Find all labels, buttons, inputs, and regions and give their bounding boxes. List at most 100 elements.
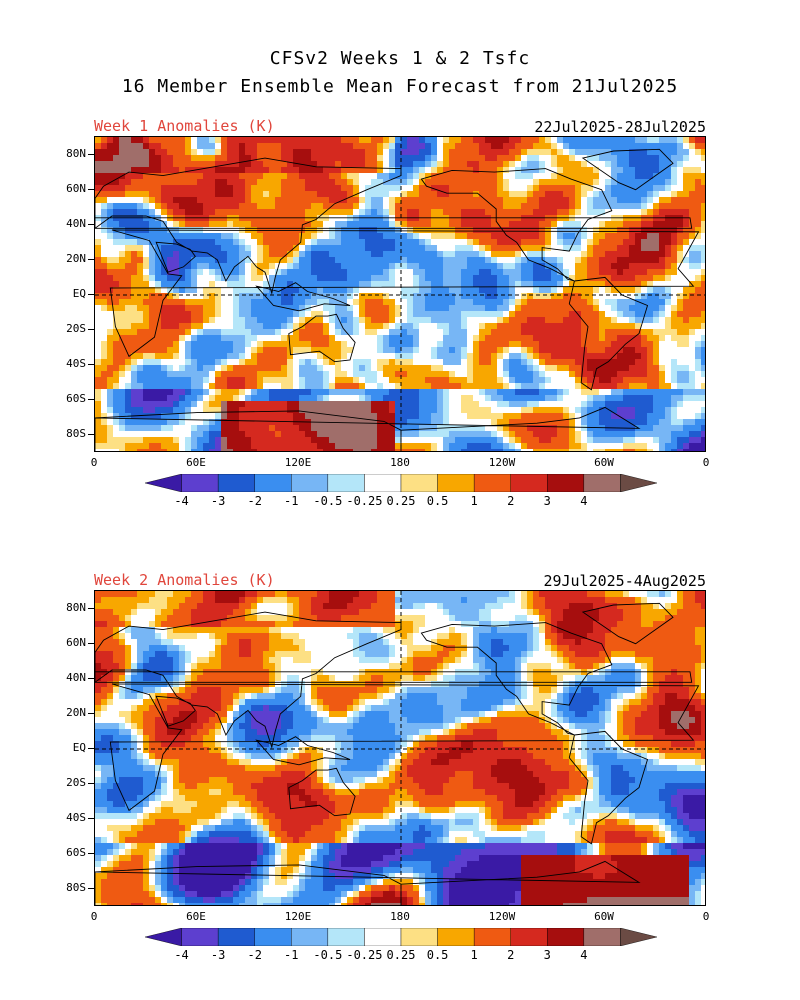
lat-tick-mark xyxy=(88,294,94,295)
colorbar-label: 2 xyxy=(507,494,515,508)
anomaly-field xyxy=(95,137,705,451)
lat-tick-mark xyxy=(88,712,94,714)
colorbar-label: -1 xyxy=(284,494,299,508)
lat-tick-label: 60N xyxy=(66,181,86,195)
week1-date-range: 22Jul2025-28Jul2025 xyxy=(534,118,706,136)
lat-tick-mark xyxy=(88,748,94,749)
lon-tick-label: 180 xyxy=(390,456,410,469)
colorbar-cell xyxy=(437,474,475,492)
lon-tick-label: 120E xyxy=(284,910,312,923)
lat-tick-label: 80S xyxy=(66,427,86,441)
colorbar-label: 2 xyxy=(507,948,515,962)
lon-tick-label: 60E xyxy=(186,910,206,923)
lat-tick-label: 40S xyxy=(66,811,86,825)
colorbar-label: 3 xyxy=(543,948,551,962)
colorbar-cell xyxy=(145,474,182,492)
lon-tick-label: 120E xyxy=(284,456,312,469)
lat-tick-mark xyxy=(88,364,94,366)
lat-tick-mark xyxy=(88,818,94,820)
colorbar-cell xyxy=(583,928,621,946)
lat-tick-mark xyxy=(88,677,94,679)
colorbar-cell xyxy=(400,928,438,946)
colorbar-label: 0.25 xyxy=(386,948,416,962)
lat-tick-mark xyxy=(88,783,94,785)
lat-tick-mark xyxy=(88,258,94,260)
colorbar-label: 1 xyxy=(470,494,478,508)
anomaly-field xyxy=(95,591,705,905)
colorbar-cell xyxy=(620,474,657,492)
colorbar-label: -2 xyxy=(247,948,262,962)
lat-tick-mark xyxy=(88,888,94,890)
lat-tick-mark xyxy=(88,223,94,225)
lon-tick-label: 60E xyxy=(186,456,206,469)
colorbar-cell xyxy=(291,928,329,946)
lat-tick-label: 60S xyxy=(66,392,86,406)
colorbar-label: 4 xyxy=(580,494,588,508)
lat-tick-label: 20N xyxy=(66,251,86,265)
week2-map xyxy=(94,590,706,906)
lat-tick-mark xyxy=(88,607,94,609)
coastlines xyxy=(95,148,700,451)
colorbar-cell xyxy=(217,474,255,492)
lat-tick-label: EQ xyxy=(72,741,86,754)
lat-tick-mark xyxy=(88,329,94,331)
colorbar-label: -1 xyxy=(284,948,299,962)
lon-tick-label: 180 xyxy=(390,910,410,923)
lon-tick-label: 0 xyxy=(702,910,710,923)
lat-tick-label: 40N xyxy=(66,216,86,230)
colorbar-label: -0.25 xyxy=(346,494,383,508)
lat-tick-label: 20S xyxy=(66,776,86,790)
lon-tick-label: 60W xyxy=(594,456,614,469)
week1-colorbar xyxy=(145,474,657,492)
lat-tick-mark xyxy=(88,853,94,855)
colorbar-cell xyxy=(583,474,621,492)
colorbar-label: -2 xyxy=(247,494,262,508)
lat-tick-mark xyxy=(88,188,94,190)
colorbar-label: -4 xyxy=(174,948,189,962)
colorbar-label: 4 xyxy=(580,948,588,962)
lat-tick-label: 20N xyxy=(66,705,86,719)
colorbar-label: -0.5 xyxy=(313,948,343,962)
figure-title-line2: 16 Member Ensemble Mean Forecast from 21… xyxy=(121,76,679,97)
colorbar-cell xyxy=(145,928,182,946)
lat-tick-label: 80N xyxy=(66,600,86,614)
lat-tick-mark xyxy=(88,434,94,436)
lat-tick-label: 40S xyxy=(66,357,86,371)
week1-map xyxy=(94,136,706,452)
lat-tick-label: 40N xyxy=(66,670,86,684)
week2-date-range: 29Jul2025-4Aug2025 xyxy=(543,572,706,590)
colorbar-cell xyxy=(217,928,255,946)
colorbar-label: 3 xyxy=(543,494,551,508)
lon-tick-label: 0 xyxy=(90,456,98,469)
lat-tick-label: 60S xyxy=(66,846,86,860)
colorbar-cell xyxy=(473,474,511,492)
lat-tick-mark xyxy=(88,642,94,644)
colorbar-cell xyxy=(181,474,219,492)
lat-tick-label: 20S xyxy=(66,322,86,336)
lon-tick-label: 120W xyxy=(488,456,516,469)
colorbar-cell xyxy=(510,928,548,946)
colorbar-label: 0.25 xyxy=(386,494,416,508)
colorbar-label: 0.5 xyxy=(426,948,449,962)
lat-tick-label: EQ xyxy=(72,287,86,300)
week2-panel-label: Week 2 Anomalies (K) xyxy=(94,571,275,589)
colorbar-cell xyxy=(181,928,219,946)
colorbar-cell xyxy=(364,474,402,492)
colorbar-label: -3 xyxy=(210,494,226,508)
week2-colorbar xyxy=(145,928,657,946)
colorbar-label: 1 xyxy=(470,948,478,962)
colorbar-label: -4 xyxy=(174,494,189,508)
figure-title-line1: CFSv2 Weeks 1 & 2 Tsfc xyxy=(269,48,531,69)
week1-panel-label: Week 1 Anomalies (K) xyxy=(94,117,275,135)
colorbar-cell xyxy=(473,928,511,946)
colorbar-cell xyxy=(400,474,438,492)
lat-tick-label: 80S xyxy=(66,881,86,895)
colorbar-label: 0.5 xyxy=(426,494,449,508)
coastlines xyxy=(95,602,700,905)
lon-tick-label: 60W xyxy=(594,910,614,923)
lat-tick-label: 60N xyxy=(66,635,86,649)
colorbar-cell xyxy=(437,928,475,946)
colorbar-cell xyxy=(327,474,365,492)
lat-tick-label: 80N xyxy=(66,146,86,160)
lon-tick-label: 0 xyxy=(90,910,98,923)
